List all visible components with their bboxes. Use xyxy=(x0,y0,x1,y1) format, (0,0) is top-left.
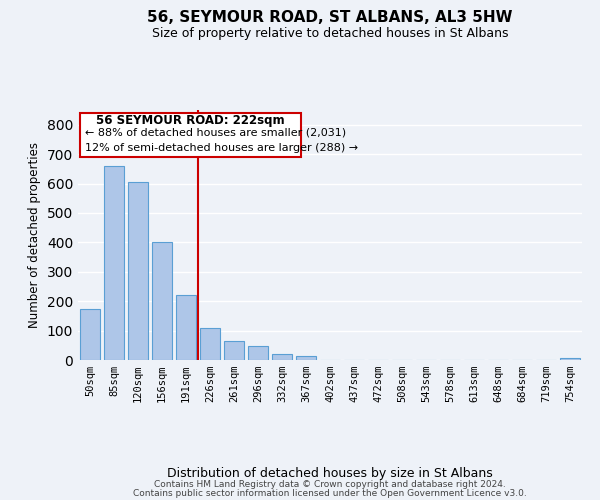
Bar xyxy=(176,296,196,360)
Text: 56 SEYMOUR ROAD: 222sqm: 56 SEYMOUR ROAD: 222sqm xyxy=(97,114,285,127)
Bar xyxy=(128,182,148,360)
Bar xyxy=(248,346,268,360)
Bar xyxy=(200,328,220,360)
Bar xyxy=(152,242,172,360)
Bar xyxy=(560,358,580,360)
Bar xyxy=(224,342,244,360)
Bar xyxy=(272,354,292,360)
Text: 12% of semi-detached houses are larger (288) →: 12% of semi-detached houses are larger (… xyxy=(85,143,359,153)
Bar xyxy=(104,166,124,360)
FancyBboxPatch shape xyxy=(80,113,301,157)
Text: Distribution of detached houses by size in St Albans: Distribution of detached houses by size … xyxy=(167,467,493,480)
Text: ← 88% of detached houses are smaller (2,031): ← 88% of detached houses are smaller (2,… xyxy=(85,128,347,138)
Text: Contains public sector information licensed under the Open Government Licence v3: Contains public sector information licen… xyxy=(133,488,527,498)
Y-axis label: Number of detached properties: Number of detached properties xyxy=(28,142,41,328)
Text: 56, SEYMOUR ROAD, ST ALBANS, AL3 5HW: 56, SEYMOUR ROAD, ST ALBANS, AL3 5HW xyxy=(147,10,513,25)
Text: Contains HM Land Registry data © Crown copyright and database right 2024.: Contains HM Land Registry data © Crown c… xyxy=(154,480,506,489)
Bar xyxy=(80,308,100,360)
Text: Size of property relative to detached houses in St Albans: Size of property relative to detached ho… xyxy=(152,28,508,40)
Bar xyxy=(296,356,316,360)
